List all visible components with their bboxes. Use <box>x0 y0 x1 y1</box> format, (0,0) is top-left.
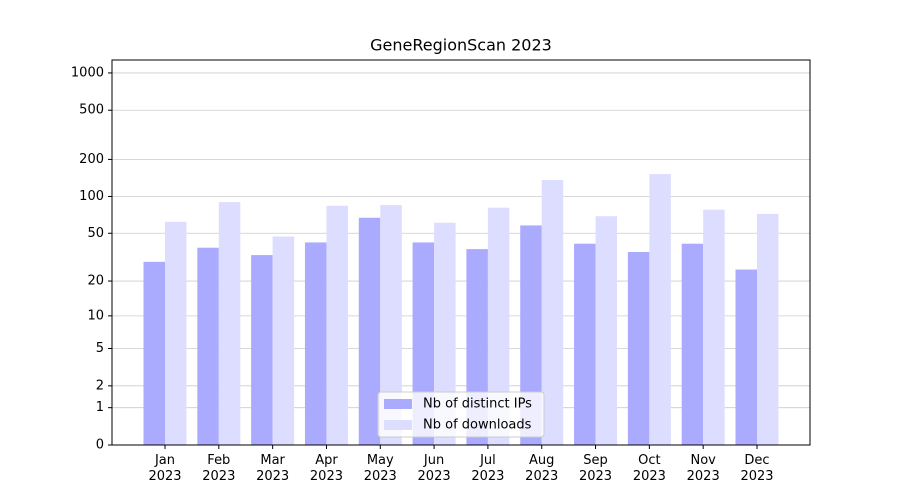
bar <box>757 213 779 445</box>
plot-frame <box>111 59 811 446</box>
bar <box>251 255 273 445</box>
y-tick-label: 100 <box>79 189 104 204</box>
x-tick-label: Jul 2023 <box>471 453 505 484</box>
bar <box>703 209 725 445</box>
legend-box <box>377 391 545 438</box>
y-tick-label: 5 <box>96 341 104 356</box>
bar <box>272 236 295 445</box>
bar <box>681 243 704 445</box>
x-tick-label: Sep 2023 <box>578 453 613 484</box>
bar <box>434 222 456 445</box>
y-tick-label: 2 <box>96 378 104 393</box>
y-tick-label: 0 <box>96 438 104 453</box>
bar <box>735 269 757 445</box>
bar <box>595 216 618 445</box>
bar <box>627 252 650 445</box>
bar <box>380 205 402 445</box>
x-tick-label: Nov 2023 <box>686 453 720 484</box>
y-tick-label: 10 <box>87 308 104 323</box>
legend-swatch <box>384 399 412 409</box>
chart-title: GeneRegionScan 2023 <box>370 36 552 55</box>
x-tick-label: Jun 2023 <box>417 453 451 484</box>
bar <box>358 217 381 445</box>
bar <box>304 242 327 445</box>
x-tick-label: Oct 2023 <box>632 453 666 484</box>
bar <box>165 221 187 445</box>
bar <box>574 243 596 445</box>
bar <box>520 225 542 445</box>
y-tick-label: 1000 <box>71 65 104 80</box>
bar <box>326 205 348 445</box>
bar <box>197 247 219 445</box>
y-tick-label: 1 <box>96 400 104 415</box>
x-tick-label: Dec 2023 <box>740 453 774 484</box>
bar <box>487 207 510 445</box>
x-tick-label: May 2023 <box>363 453 397 484</box>
x-tick-label: Feb 2023 <box>202 453 236 484</box>
x-tick-label: Apr 2023 <box>309 453 343 484</box>
legend-swatch <box>384 420 412 430</box>
bar <box>649 174 671 446</box>
bar <box>143 261 165 445</box>
y-tick-label: 20 <box>87 274 104 289</box>
y-tick-label: 200 <box>79 152 104 167</box>
legend: Nb of distinct IPs Nb of downloads <box>377 391 545 438</box>
legend-label: Nb of downloads <box>423 418 532 433</box>
bar <box>218 202 241 445</box>
legend-label: Nb of distinct IPs <box>423 397 532 412</box>
bar <box>541 180 564 445</box>
x-tick-label: Jan 2023 <box>148 453 182 484</box>
y-tick-label: 50 <box>87 226 104 241</box>
y-tick-label: 500 <box>79 103 104 118</box>
x-tick-label: Mar 2023 <box>256 453 290 484</box>
x-tick-label: Aug 2023 <box>525 453 559 484</box>
